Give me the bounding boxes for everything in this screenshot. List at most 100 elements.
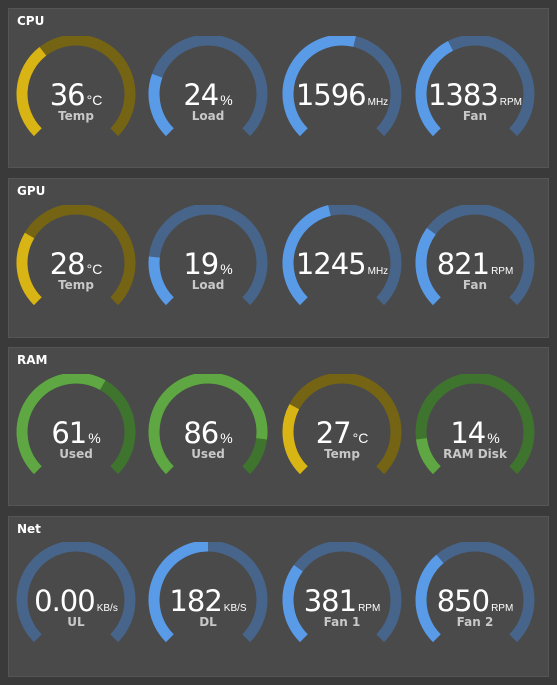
gauge-arc [282, 205, 402, 306]
gauge-fill [415, 40, 454, 137]
gauge-arc [415, 36, 535, 137]
gpu-fan-gauge: 821 RPM Fan [414, 205, 536, 327]
ram-used-gauge: 61% Used [15, 374, 137, 496]
gauge-arc [16, 542, 136, 643]
gauge-arc [16, 36, 136, 137]
gauge-label: Temp [324, 447, 360, 461]
gauge-unit: % [88, 430, 101, 446]
gauge-unit: RPM [491, 266, 514, 277]
gauge-track [415, 374, 535, 475]
gauge-unit: RPM [499, 97, 523, 108]
gauge-arc [282, 36, 402, 137]
gauge-fill [415, 437, 441, 475]
gauge-unit: % [220, 92, 233, 108]
gauge-unit: % [220, 261, 233, 277]
gauge-unit: °C [86, 92, 103, 108]
gauge-label: Fan [462, 109, 488, 123]
gauge-arc [282, 542, 402, 643]
net-fan2-gauge: 850 RPM Fan 2 [414, 542, 536, 664]
gauge-label: Fan 1 [323, 615, 361, 629]
gauge-fill [415, 554, 444, 643]
cpu-fan-gauge: 1383 RPM Fan [414, 36, 536, 158]
gauge-unit: MHz [367, 266, 389, 277]
gauge-arc [148, 36, 268, 137]
gauge-arc [148, 374, 268, 475]
gauge-unit: MHz [367, 97, 389, 108]
gauge-arc [148, 542, 268, 643]
net-panel: Net 0.00 KB/s UL 182 KB/S DL 381 RPM Fan 1 … [8, 516, 549, 677]
gauge-fill [282, 205, 331, 306]
net-fan1-gauge: 381 RPM Fan 1 [281, 542, 403, 664]
gauge-value: 86 [183, 416, 219, 450]
gauge-value: 0.00 [34, 584, 96, 618]
gauge-label: RAM Disk [443, 447, 507, 461]
gauge-fill [148, 256, 174, 306]
gauge-label: DL [199, 615, 217, 629]
gauge-label: Fan [462, 278, 488, 292]
gauge-label: Used [59, 447, 93, 461]
gauge-unit: KB/S [223, 603, 247, 614]
gauge-value: 850 [436, 584, 490, 618]
gauge-fill [282, 36, 356, 137]
net-dl-gauge: 182 KB/S DL [147, 542, 269, 664]
panel-title: RAM [17, 353, 48, 367]
gauge-unit: % [487, 430, 500, 446]
ram-panel: RAM 61% Used 86% Used 27 °C Temp 14% RAM … [8, 347, 549, 506]
gauge-value: 27 [315, 416, 352, 450]
gauge-fill [16, 232, 42, 306]
gauge-value: 36 [49, 78, 86, 112]
gauge-value: 1596 [295, 78, 367, 112]
gauge-arc [282, 374, 402, 475]
cpu-temp-gauge: 36 °C Temp [15, 36, 137, 158]
panel-title: Net [17, 522, 41, 536]
gauge-fill [148, 374, 268, 475]
gauge-arc [415, 542, 535, 643]
gpu-temp-gauge: 28 °C Temp [15, 205, 137, 327]
gauge-label: Temp [58, 278, 94, 292]
gauge-unit: RPM [358, 603, 381, 614]
gauge-label: Used [191, 447, 225, 461]
gauge-value: 19 [183, 247, 219, 281]
gauge-value: 821 [436, 247, 490, 281]
gauge-fill [16, 374, 106, 475]
gauge-value: 28 [49, 247, 86, 281]
gauge-value: 14 [450, 416, 486, 450]
cpu-clock-gauge: 1596 MHz [281, 36, 403, 158]
gauge-arc [16, 205, 136, 306]
gauge-label: Load [191, 109, 225, 123]
gauge-fill [282, 565, 308, 643]
gauge-unit: KB/s [96, 603, 118, 614]
gauge-value: 1383 [427, 78, 499, 112]
gauge-fill [148, 542, 209, 643]
gauge-fill [148, 73, 174, 137]
gauge-label: Load [191, 278, 225, 292]
ram-temp-gauge: 27 °C Temp [281, 374, 403, 496]
gauge-unit: °C [352, 430, 369, 446]
ram-used-2-gauge: 86% Used [147, 374, 269, 496]
gauge-fill [282, 404, 308, 475]
gauge-unit: °C [86, 261, 103, 277]
gauge-fill [16, 46, 47, 137]
gauge-value: 182 [169, 584, 222, 618]
gauge-track [16, 542, 136, 643]
panel-title: GPU [17, 184, 46, 198]
gauge-fill [415, 228, 441, 306]
gauge-value: 1245 [295, 247, 367, 281]
gpu-panel: GPU 28 °C Temp 19% Load 1245 MHz 821 RPM Fa… [8, 178, 549, 338]
gauge-arc [415, 374, 535, 475]
gauge-arc [148, 205, 268, 306]
gauge-value: 381 [303, 584, 357, 618]
gauge-arc [16, 374, 136, 475]
gauge-arc [415, 205, 535, 306]
gpu-load-gauge: 19% Load [147, 205, 269, 327]
net-ul-gauge: 0.00 KB/s UL [15, 542, 137, 664]
gauge-label: Fan 2 [456, 615, 494, 629]
gauge-unit: % [220, 430, 233, 446]
cpu-panel: CPU 36 °C Temp 24% Load 1596 MHz 1383 RPM F… [8, 8, 549, 168]
gauge-label: UL [67, 615, 85, 629]
panel-title: CPU [17, 14, 45, 28]
gauge-value: 24 [183, 78, 219, 112]
gauge-label: Temp [58, 109, 94, 123]
gauge-unit: RPM [491, 603, 514, 614]
cpu-load-gauge: 24% Load [147, 36, 269, 158]
